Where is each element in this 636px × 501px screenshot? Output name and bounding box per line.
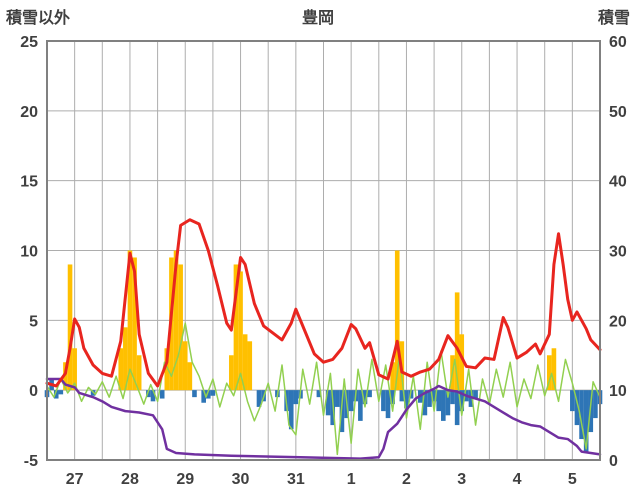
svg-text:2: 2	[402, 471, 411, 488]
left-axis-title: 積雪以外	[6, 10, 71, 27]
svg-text:60: 60	[609, 34, 627, 51]
svg-text:30: 30	[609, 244, 627, 261]
svg-text:30: 30	[232, 471, 250, 488]
svg-text:29: 29	[176, 471, 194, 488]
svg-text:10: 10	[609, 383, 627, 400]
svg-text:-5: -5	[24, 453, 38, 470]
svg-text:25: 25	[20, 34, 38, 51]
svg-text:15: 15	[20, 174, 38, 191]
svg-text:1: 1	[347, 471, 356, 488]
svg-text:3: 3	[457, 471, 466, 488]
svg-text:20: 20	[20, 104, 38, 121]
svg-text:20: 20	[609, 313, 627, 330]
svg-text:5: 5	[29, 313, 38, 330]
svg-text:28: 28	[121, 471, 139, 488]
svg-text:27: 27	[66, 471, 84, 488]
svg-text:50: 50	[609, 104, 627, 121]
right-axis-title: 積雪	[597, 10, 630, 27]
svg-text:4: 4	[513, 471, 522, 488]
svg-text:0: 0	[29, 383, 38, 400]
svg-text:40: 40	[609, 174, 627, 191]
svg-text:0: 0	[609, 453, 618, 470]
svg-text:5: 5	[568, 471, 577, 488]
chart-title: 豊岡	[301, 10, 335, 27]
svg-text:10: 10	[20, 244, 38, 261]
svg-text:31: 31	[287, 471, 305, 488]
